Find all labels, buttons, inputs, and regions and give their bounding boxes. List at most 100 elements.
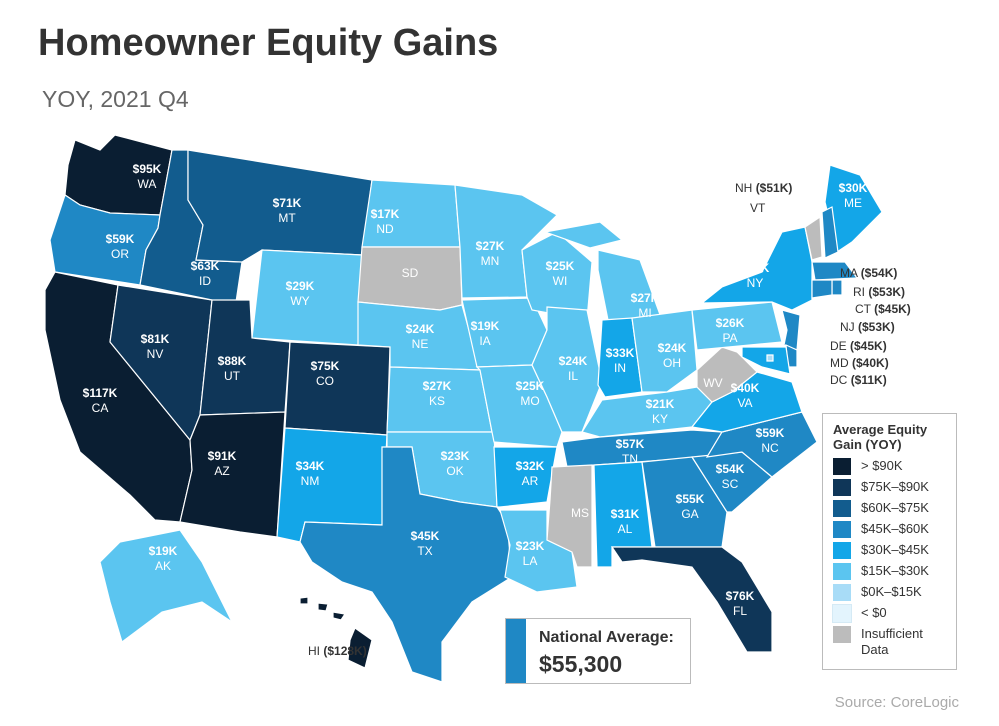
state-value: $24K — [406, 322, 435, 336]
state-value: $30K — [839, 181, 868, 195]
state-value: $59K — [756, 426, 785, 440]
state-abbr: ME — [844, 196, 862, 210]
state-value: $38K — [741, 261, 770, 275]
state — [811, 261, 859, 281]
state-callout: NJ ($53K) — [840, 320, 895, 334]
state-abbr: UT — [224, 369, 241, 383]
state-callout: RI ($53K) — [853, 285, 905, 299]
state-abbr: OH — [663, 356, 681, 370]
state-callout: MD ($40K) — [830, 356, 889, 370]
state-abbr: FL — [733, 604, 747, 618]
state-abbr: NE — [412, 337, 429, 351]
state-value: $29K — [286, 279, 315, 293]
title: Homeowner Equity Gains — [38, 22, 499, 64]
state-value: $55K — [676, 492, 705, 506]
state — [597, 317, 643, 398]
state-callout: NH ($51K) — [735, 181, 792, 195]
state-abbr: DC — [830, 373, 848, 387]
state-abbr: IN — [614, 361, 626, 375]
legend-label: $15K–$30K — [861, 563, 929, 578]
state-value: $75K — [311, 359, 340, 373]
state — [531, 306, 603, 433]
state-callout: VT — [750, 201, 766, 215]
legend-item: < $0 — [832, 604, 946, 623]
legend: Average Equity Gain (YOY) > $90K $75K–$90… — [822, 413, 957, 670]
state-value: $54K — [716, 462, 745, 476]
legend-item: $75K–$90K — [833, 479, 946, 496]
state — [766, 354, 774, 362]
state-value: $34K — [296, 459, 325, 473]
legend-swatch — [833, 584, 851, 601]
state-abbr: HI — [308, 644, 320, 658]
legend-label: $60K–$75K — [861, 500, 929, 515]
state-abbr: MN — [481, 254, 500, 268]
state-abbr: CT — [855, 302, 872, 316]
state-value: $17K — [371, 207, 400, 221]
state-value: $27K — [476, 239, 505, 253]
state-value: ($51K) — [756, 181, 793, 195]
legend-item: Insufficient Data — [833, 626, 946, 658]
state-abbr: NM — [301, 474, 320, 488]
state-abbr: NJ — [840, 320, 855, 334]
state-value: $19K — [471, 319, 500, 333]
state-abbr: TN — [622, 452, 638, 466]
state — [99, 529, 234, 643]
state-abbr: GA — [681, 507, 698, 521]
state-abbr: MD — [830, 356, 849, 370]
state-abbr: RI — [853, 285, 865, 299]
state — [691, 301, 783, 351]
accent-bar — [506, 619, 526, 683]
legend-label: > $90K — [861, 458, 903, 473]
legend-title: Average Equity Gain (YOY) — [833, 422, 928, 452]
state-abbr: AL — [618, 522, 633, 536]
legend-label: Insufficient Data — [861, 626, 923, 657]
state — [546, 464, 593, 568]
state-abbr: MA — [840, 266, 858, 280]
state-value: $88K — [218, 354, 247, 368]
source: Source: CoreLogic — [834, 694, 959, 711]
state-value: $33K — [606, 346, 635, 360]
national-average: National Average: $55,300 — [505, 618, 691, 684]
state-value: ($53K) — [868, 285, 905, 299]
state — [824, 164, 883, 253]
state-abbr: NH — [735, 181, 752, 195]
legend-swatch — [833, 500, 851, 517]
state-callout: DE ($45K) — [830, 339, 887, 353]
legend-swatch — [833, 542, 851, 559]
state — [781, 309, 801, 351]
state-abbr: LA — [523, 554, 538, 568]
state-abbr: VT — [750, 201, 766, 215]
state-abbr: SD — [402, 266, 419, 280]
state-value: $31K — [611, 507, 640, 521]
legend-item: $15K–$30K — [833, 563, 946, 580]
state — [493, 446, 558, 508]
state-callout: MA ($54K) — [840, 266, 897, 280]
state-value: $32K — [516, 459, 545, 473]
legend-label: $45K–$60K — [861, 521, 929, 536]
state — [821, 206, 839, 259]
national-average-label: National Average: — [539, 629, 674, 646]
state — [811, 279, 833, 299]
legend-label: $75K–$90K — [861, 479, 929, 494]
state-value: $24K — [658, 341, 687, 355]
state-value: ($40K) — [852, 356, 889, 370]
legend-swatch — [833, 458, 851, 475]
subtitle: YOY, 2021 Q4 — [42, 86, 189, 112]
state-abbr: MO — [520, 394, 539, 408]
state-abbr: NY — [747, 276, 764, 290]
legend-item: > $90K — [833, 458, 946, 475]
state-abbr: KS — [429, 394, 445, 408]
legend-swatch — [833, 521, 851, 538]
legend-label: $0K–$15K — [861, 584, 922, 599]
state-value: $76K — [726, 589, 755, 603]
state-value: ($128K) — [323, 644, 366, 658]
state-abbr: AZ — [214, 464, 229, 478]
state — [804, 215, 823, 261]
state-abbr: NV — [147, 347, 164, 361]
state-value: ($45K) — [850, 339, 887, 353]
state-abbr: NC — [761, 441, 779, 455]
state-value: $95K — [133, 162, 162, 176]
state-callout: HI ($128K) — [308, 644, 367, 658]
state-abbr: TX — [417, 544, 432, 558]
